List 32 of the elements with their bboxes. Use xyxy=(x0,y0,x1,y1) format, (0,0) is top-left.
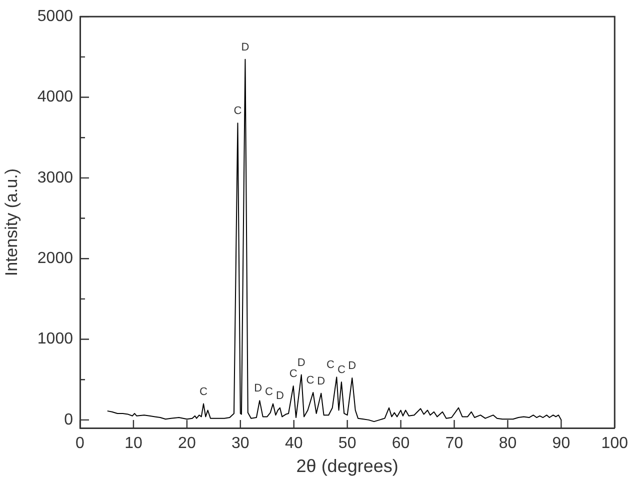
annotation: C xyxy=(306,374,314,387)
x-tick-label: 90 xyxy=(552,435,570,452)
y-tick-label: 4000 xyxy=(37,88,74,106)
annotation: C xyxy=(337,364,346,376)
x-tick-label: 20 xyxy=(178,435,196,452)
x-tick-label: 80 xyxy=(498,435,517,452)
y-tick-label: 2000 xyxy=(37,250,74,268)
y-tick-label: 3000 xyxy=(37,169,74,186)
x-tick-label: 40 xyxy=(284,435,303,452)
annotation: D xyxy=(348,360,356,372)
annotation: C xyxy=(289,368,298,380)
annotation: D xyxy=(241,41,250,54)
x-tick-label: 50 xyxy=(338,435,356,452)
x-tick-label: 30 xyxy=(231,435,250,452)
annotation: C xyxy=(265,386,274,398)
annotation: D xyxy=(317,375,326,388)
annotation: D xyxy=(254,382,262,395)
x-tick-label: 70 xyxy=(445,435,464,452)
annotation: D xyxy=(297,356,306,369)
x-tick-label: 100 xyxy=(601,435,628,452)
y-tick-label: 1000 xyxy=(37,330,74,348)
x-tick-label: 10 xyxy=(124,435,142,452)
annotation: C xyxy=(200,386,208,398)
x-tick-label: 60 xyxy=(392,435,410,452)
y-axis-title: Intensity (a.u.) xyxy=(2,168,21,276)
y-tick-label: 5000 xyxy=(37,8,74,26)
x-tick-label: 0 xyxy=(76,435,85,452)
annotation: C xyxy=(326,359,335,372)
annotation: D xyxy=(276,390,284,402)
annotation: C xyxy=(234,105,242,118)
y-tick-label: 0 xyxy=(64,411,74,428)
x-axis-title: 2θ (degrees) xyxy=(296,456,398,476)
